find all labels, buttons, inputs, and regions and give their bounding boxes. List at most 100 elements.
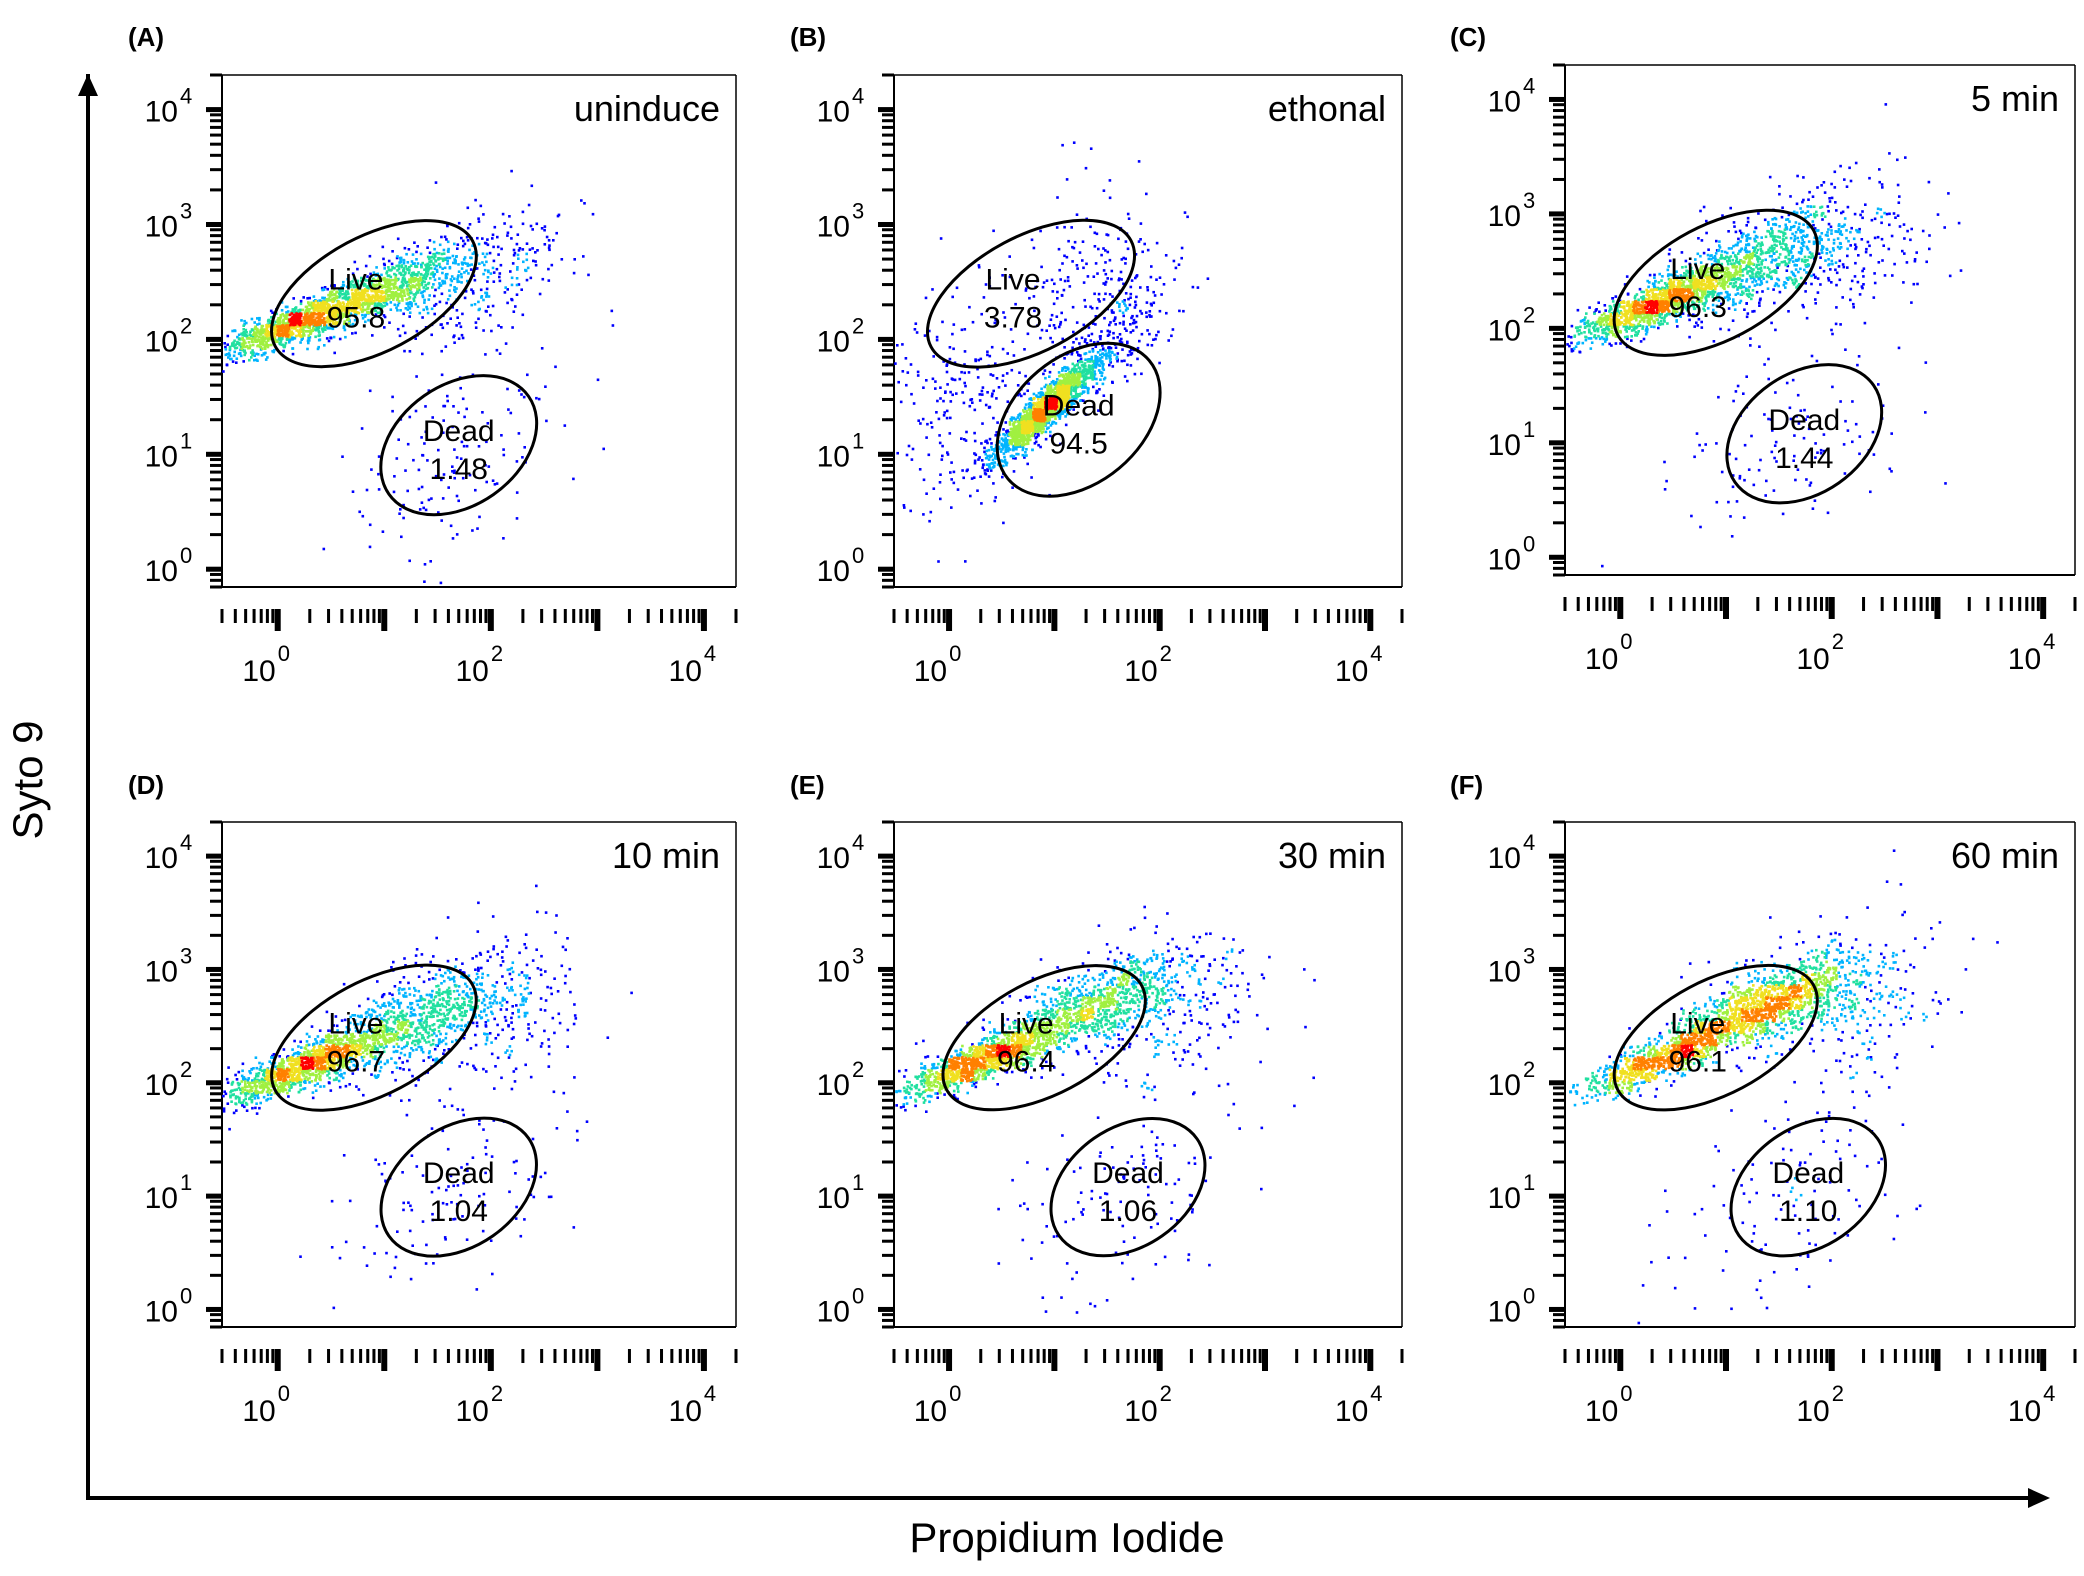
event-dot [1098,364,1101,367]
event-dot [368,297,371,300]
event-dot [406,302,409,305]
event-dot [516,293,519,296]
event-dot [1056,315,1059,318]
event-dot [248,341,251,344]
event-dot [1025,454,1028,457]
event-dot [539,293,542,296]
event-dot [430,497,433,500]
event-dot [544,243,547,246]
event-dot [1127,248,1130,251]
event-dot [284,344,287,347]
event-dot [1102,365,1105,368]
event-dot [1101,356,1104,359]
event-dot [318,323,321,326]
event-dot [1017,384,1020,387]
event-dot [1159,276,1162,279]
event-dot [444,282,447,285]
event-dot [950,506,953,509]
event-dot [518,249,521,252]
event-dot [370,468,373,471]
event-dot [1150,303,1153,306]
event-dot [1065,380,1068,383]
event-dot [420,273,423,276]
event-dot [983,451,986,454]
event-dot [499,280,502,283]
event-dot [941,458,944,461]
event-dot [1126,307,1129,310]
event-dot [1163,283,1166,286]
y-tick-label: 10 [145,96,178,129]
event-dot [403,277,406,280]
event-dot [534,260,537,263]
event-dot [1114,318,1117,321]
event-dot [511,299,514,302]
event-dot [463,271,466,274]
event-dot [248,359,251,362]
event-dot [1124,262,1127,265]
event-dot [318,318,321,321]
event-dot [522,211,525,214]
event-dot [1083,299,1086,302]
event-dot [1130,331,1133,334]
event-dot [241,342,244,345]
event-dot [1056,297,1059,300]
event-dot [1104,261,1107,264]
event-dot [458,222,461,225]
event-dot [1027,414,1030,417]
event-dot [1039,426,1042,429]
event-dot [307,337,310,340]
event-dot [424,563,427,566]
event-dot [1027,428,1030,431]
event-dot [302,296,305,299]
event-dot [966,469,969,472]
event-dot [980,442,983,445]
event-dot [282,320,285,323]
event-dot [398,261,401,264]
event-dot [1075,338,1078,341]
event-dot [458,270,461,273]
event-dot [483,264,486,267]
event-dot [286,324,289,327]
event-dot [522,223,525,226]
event-dot [489,252,492,255]
event-dot [1090,372,1093,375]
event-dot [440,323,443,326]
event-dot [415,410,418,413]
event-dot [1121,348,1124,351]
event-dot [422,309,425,312]
event-dot [988,458,991,461]
event-dot [939,386,942,389]
event-dot [396,299,399,302]
event-dot [276,340,279,343]
event-dot [328,340,331,343]
event-dot [452,405,455,408]
y-tick-label-exponent: 0 [180,543,192,568]
event-dot [525,269,528,272]
event-dot [1012,417,1015,420]
event-dot [1011,486,1014,489]
event-dot [484,256,487,259]
event-dot [1089,360,1092,363]
event-dot [551,264,554,267]
event-dot [239,353,242,356]
event-dot [946,363,949,366]
event-dot [496,349,499,352]
event-dot [391,294,394,297]
event-dot [386,295,389,298]
event-dot [403,350,406,353]
event-dot [1035,394,1038,397]
event-dot [453,341,456,344]
event-dot [369,524,372,527]
event-dot [415,258,418,261]
event-dot [526,259,529,262]
event-dot [1116,360,1119,363]
event-dot [946,451,949,454]
event-dot [1031,239,1034,242]
event-dot [516,460,519,463]
event-dot [251,354,254,357]
event-dot [951,296,954,299]
event-dot [963,372,966,375]
event-dot [1096,307,1099,310]
event-dot [1032,426,1035,429]
